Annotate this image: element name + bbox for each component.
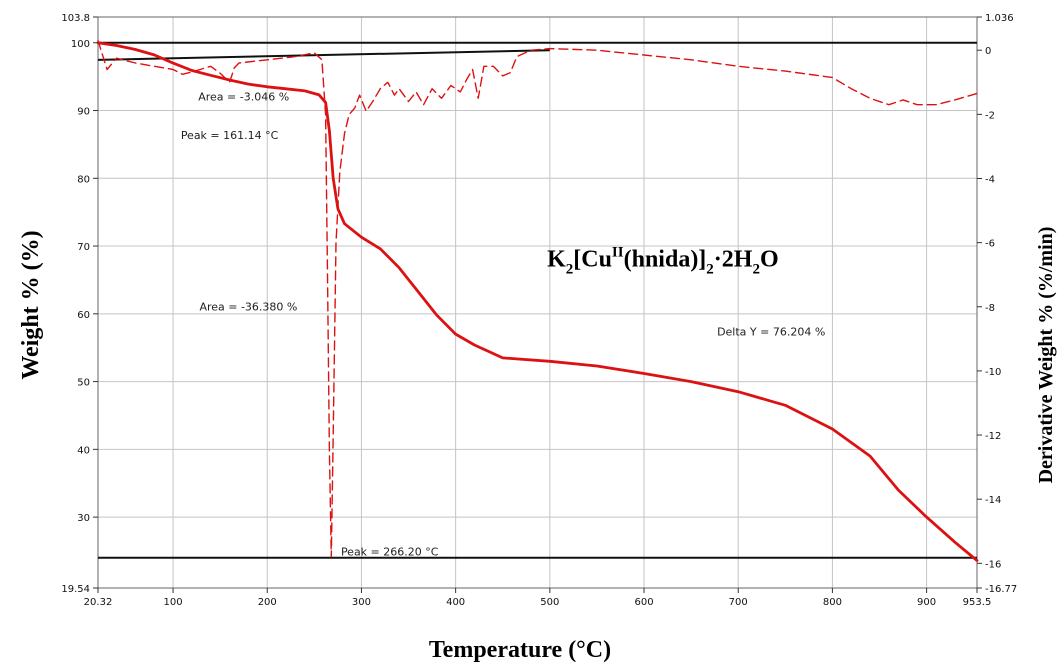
title-part: O (760, 246, 779, 272)
y-tick-label: 50 (77, 378, 90, 389)
y-axis-ticks: 19.54 30 40 50 60 70 80 90 100 103.8 (61, 13, 98, 595)
y2-axis-title: Derivative Weight % (%/min) (1035, 227, 1057, 484)
y-tick-label: 90 (77, 107, 90, 118)
title-part: 2 (752, 261, 760, 277)
y-tick-label: 103.8 (61, 13, 90, 24)
y2-tick-label: 1.036 (985, 13, 1014, 24)
x-axis-ticks: 20.32 100 200 300 400 500 600 700 800 900 953.5 (84, 588, 992, 608)
y-tick-label: 80 (77, 174, 90, 185)
y2-tick-label: -16 (985, 559, 1001, 570)
annotation-label: Delta Y = 76.204 % (717, 326, 825, 339)
x-tick-label: 20.32 (84, 597, 113, 608)
title-part: ·2H (714, 246, 753, 272)
y2-tick-label: -4 (985, 174, 995, 185)
y-tick-label: 70 (77, 242, 90, 253)
x-axis-title: Temperature (°C) (429, 637, 611, 663)
x-tick-label: 100 (164, 597, 183, 608)
annotation-label: Area = -36.380 % (199, 300, 297, 313)
y2-tick-label: -6 (985, 239, 995, 250)
x-tick-label: 200 (258, 597, 277, 608)
x-tick-label: 400 (446, 597, 465, 608)
x-tick-label: 300 (352, 597, 371, 608)
title-part: (hnida)] (624, 246, 707, 272)
y2-tick-label: -2 (985, 110, 995, 121)
y-tick-label: 60 (77, 310, 90, 321)
annotation-label: Area = -3.046 % (198, 90, 289, 103)
annotation-label: Peak = 161.14 °C (181, 129, 279, 142)
title-part: K (547, 246, 566, 272)
title-part: 2 (566, 261, 574, 277)
y-tick-label: 30 (77, 513, 90, 524)
y2-tick-label: -12 (985, 431, 1001, 442)
x-tick-label: 953.5 (963, 597, 992, 608)
y2-tick-label: -14 (985, 495, 1001, 506)
title-part: [Cu (573, 246, 612, 272)
title-part: II (612, 244, 624, 260)
x-tick-label: 600 (634, 597, 653, 608)
y2-tick-label: -8 (985, 303, 995, 314)
y-tick-label: 40 (77, 445, 90, 456)
y2-tick-label: -16.77 (985, 584, 1017, 595)
markers (97, 41, 977, 559)
y2-axis-ticks: -16.77 -16 -14 -12 -10 -8 -6 -4 -2 0 1.036 (977, 13, 1017, 595)
x-tick-label: 700 (729, 597, 748, 608)
y2-tick-label: -10 (985, 367, 1001, 378)
derivative-weight-curve (97, 39, 978, 558)
weight-curve (96, 41, 979, 562)
annotations: Area = -3.046 % Peak = 161.14 °C Area = -3… (181, 90, 825, 558)
y2-tick-label: 0 (985, 46, 991, 57)
title-part: 2 (706, 261, 714, 277)
x-tick-label: 800 (823, 597, 842, 608)
series-layer (96, 39, 979, 562)
y-tick-label: 19.54 (61, 584, 90, 595)
annotation-label: Peak = 266.20 °C (341, 546, 439, 559)
x-tick-label: 900 (917, 597, 936, 608)
y-axis-title: Weight % (%) (18, 230, 44, 379)
marker-line-integration (97, 49, 550, 61)
chart-title: K2[CuII(hnida)]2·2H2O (547, 244, 779, 277)
plot-frame (97, 16, 978, 589)
y-tick-label: 100 (71, 39, 90, 50)
x-tick-label: 500 (540, 597, 559, 608)
